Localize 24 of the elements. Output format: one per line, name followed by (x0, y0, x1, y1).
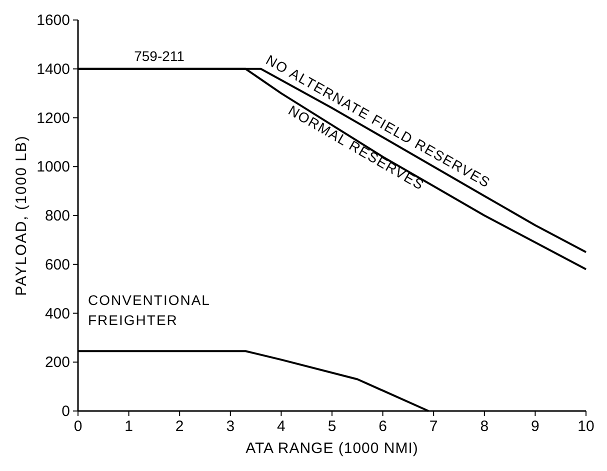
y-tick-label: 600 (44, 256, 70, 274)
x-tick-label: 4 (277, 418, 286, 435)
y-axis-title: PAYLOAD, (1000 LB) (13, 135, 30, 296)
x-tick-label: 5 (328, 418, 336, 435)
x-tick-label: 0 (74, 418, 82, 435)
x-tick-label: 6 (378, 418, 387, 435)
x-tick-label: 8 (480, 418, 489, 435)
y-tick-label: 1000 (36, 158, 70, 176)
y-tick-label: 1200 (36, 110, 70, 127)
x-tick-label: 3 (226, 418, 235, 435)
y-tick-label: 400 (44, 305, 70, 322)
x-axis-title: ATA RANGE (1000 NMI) (246, 440, 418, 457)
series-label: CONVENTIONAL FREIGHTER (88, 292, 210, 328)
y-tick-label: 0 (62, 403, 70, 420)
annotation: 759-211 (134, 48, 185, 64)
x-tick-label: 9 (531, 418, 540, 435)
y-tick-label: 1600 (36, 12, 70, 29)
x-tick-label: 2 (175, 418, 184, 435)
y-tick-label: 800 (44, 208, 70, 224)
y-tick-label: 1400 (36, 60, 70, 78)
y-tick-label: 200 (44, 354, 70, 372)
x-tick-label: 10 (578, 418, 594, 435)
x-tick-label: 7 (429, 418, 438, 435)
x-tick-label: 1 (124, 418, 133, 435)
